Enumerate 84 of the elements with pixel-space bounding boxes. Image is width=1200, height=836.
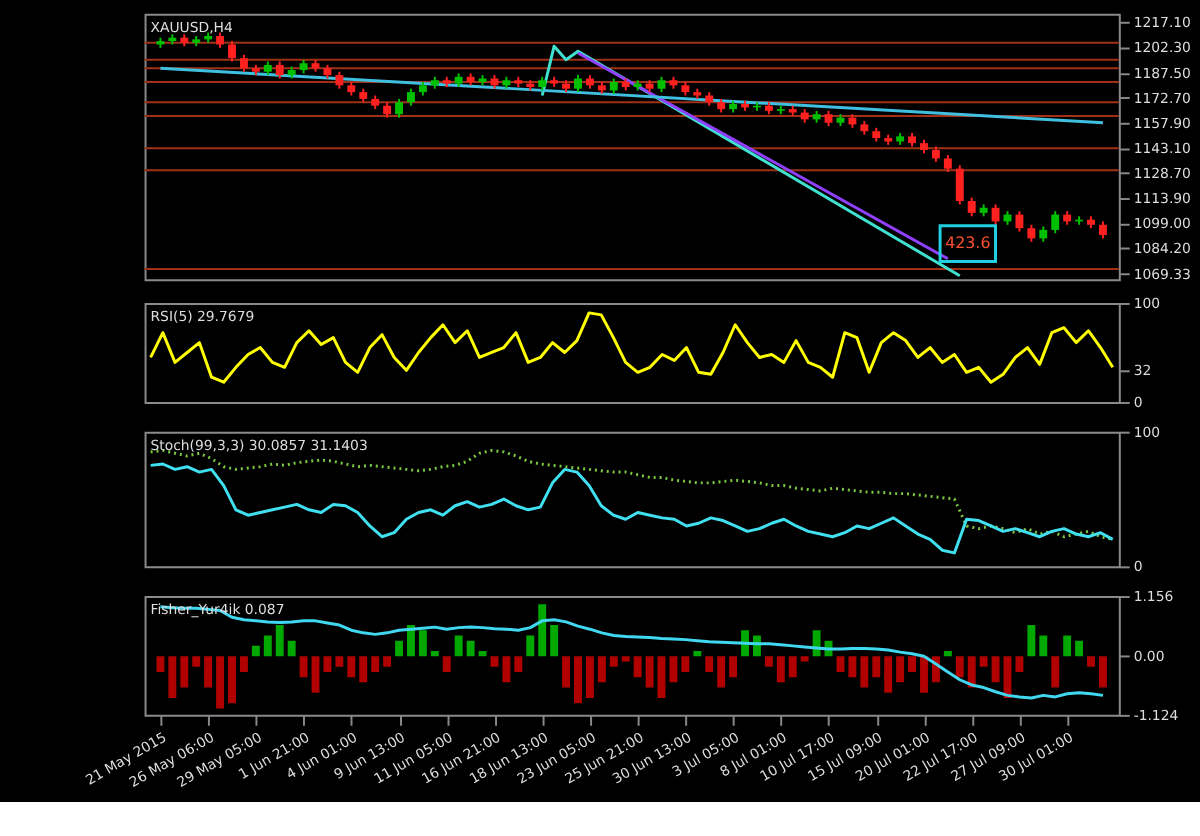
bar — [967, 656, 976, 688]
bar — [502, 656, 511, 683]
bar — [633, 656, 642, 678]
candlestick — [228, 40, 236, 63]
bar — [442, 656, 451, 672]
bar — [597, 656, 606, 683]
bar — [418, 630, 427, 657]
bar — [514, 656, 523, 672]
bar — [1098, 656, 1107, 688]
bar — [955, 656, 964, 678]
candlestick — [1015, 210, 1024, 233]
bar — [478, 651, 487, 657]
bar — [204, 656, 213, 688]
bar — [717, 656, 726, 688]
bar — [693, 651, 702, 657]
bar — [383, 656, 392, 667]
bar — [776, 656, 785, 683]
bar — [407, 625, 415, 657]
bar — [681, 656, 690, 672]
candlestick — [1051, 210, 1060, 235]
bar — [168, 656, 177, 698]
bar — [896, 656, 905, 683]
bar — [430, 651, 439, 657]
bar — [347, 656, 356, 678]
annotation: 423.6 — [945, 233, 991, 252]
bar — [454, 635, 463, 657]
bar — [299, 656, 308, 678]
bar — [538, 604, 547, 657]
bar — [836, 656, 845, 672]
bar — [311, 656, 320, 693]
bar — [550, 625, 559, 657]
bar — [239, 656, 248, 672]
bar — [884, 656, 893, 693]
bar — [275, 625, 284, 657]
bar — [621, 656, 630, 662]
bar — [1063, 635, 1072, 657]
bar — [251, 645, 260, 657]
bar — [395, 640, 403, 657]
candlestick — [991, 203, 1000, 226]
bar — [645, 656, 654, 688]
bar — [609, 656, 618, 667]
bar — [1087, 656, 1095, 667]
bar — [1075, 640, 1084, 657]
candlestick — [395, 97, 403, 119]
bar — [788, 656, 797, 678]
bar — [1039, 635, 1048, 657]
bar — [180, 656, 189, 688]
line-series — [149, 462, 1115, 555]
bar — [490, 656, 499, 667]
bar — [562, 656, 571, 688]
candlestick — [967, 196, 976, 218]
bar — [872, 656, 881, 678]
bar — [335, 656, 344, 667]
bar — [156, 656, 165, 672]
bar — [764, 656, 773, 667]
bar — [848, 656, 857, 678]
bar — [729, 656, 738, 678]
bar — [216, 656, 225, 709]
bar — [574, 656, 582, 704]
line-series — [149, 311, 1115, 384]
bar — [359, 656, 368, 683]
bar — [1015, 656, 1024, 672]
bar — [860, 656, 869, 688]
bar — [920, 656, 928, 693]
bar — [192, 656, 201, 667]
bar — [943, 651, 952, 657]
bar — [908, 656, 917, 672]
bar — [287, 640, 296, 657]
candlestick — [955, 164, 964, 206]
bar — [991, 656, 1000, 683]
bar — [705, 656, 714, 672]
bar — [800, 656, 809, 662]
bar — [323, 656, 332, 672]
bar — [1027, 625, 1036, 657]
bar — [979, 656, 988, 667]
bar — [585, 656, 594, 698]
bar — [466, 640, 475, 657]
bar — [669, 656, 678, 683]
bar — [526, 635, 535, 657]
bar — [371, 656, 380, 672]
bar — [228, 656, 236, 704]
bar — [1051, 656, 1060, 688]
bar — [263, 635, 272, 657]
line-series — [149, 449, 1115, 541]
